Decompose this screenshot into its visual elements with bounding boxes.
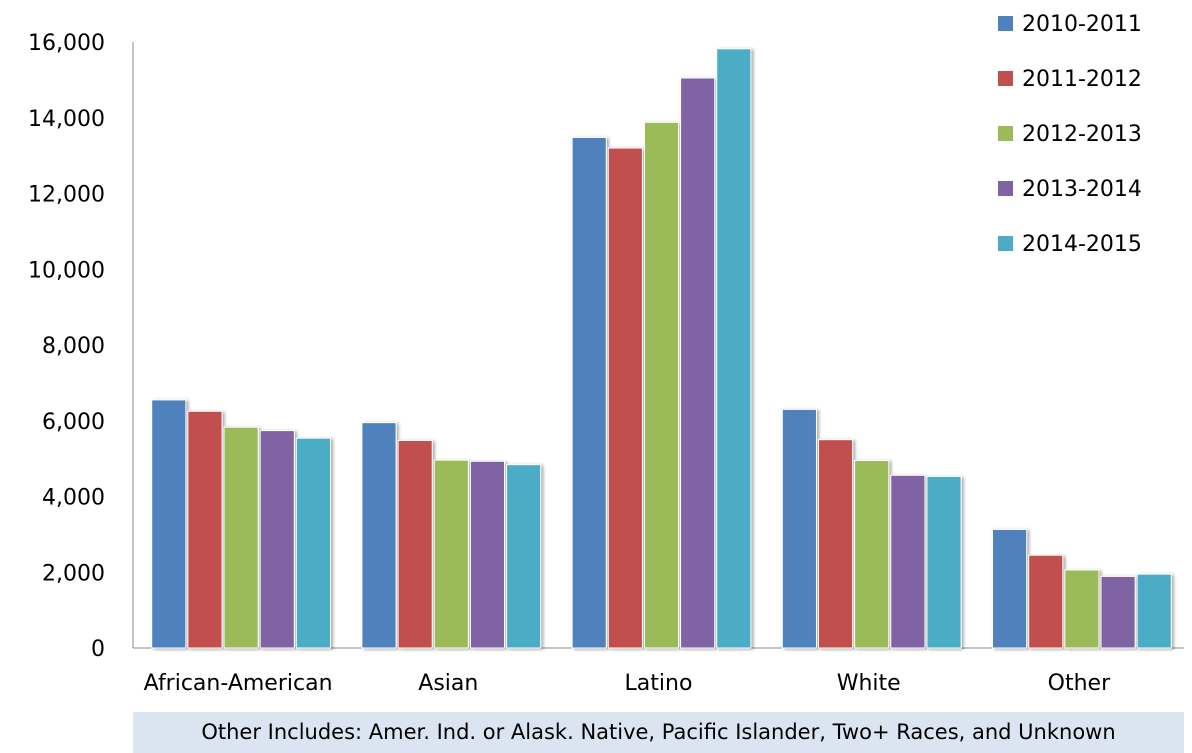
y-tick-label: 14,000 <box>28 107 105 132</box>
y-tick-label: 6,000 <box>42 410 105 435</box>
bar-2014-2015-other <box>1136 573 1172 649</box>
bar-2014-2015-asian <box>506 464 542 649</box>
legend-label: 2013-2014 <box>1022 177 1142 202</box>
y-tick-label: 0 <box>91 637 105 662</box>
legend-label: 2014-2015 <box>1022 232 1142 257</box>
legend-swatch <box>998 126 1013 141</box>
bar-2011-2012-latino <box>607 147 643 649</box>
bar-2014-2015-african-american <box>295 437 331 649</box>
legend: 2010-2011 2011-2012 2012-2013 2013-2014 2014… <box>998 12 1142 257</box>
bar-chart: 0 2,000 4,000 6,000 8,000 10,000 12,000 14,000 1… <box>28 12 1184 696</box>
bar-2010-2011-white <box>781 408 817 649</box>
y-tick-label: 10,000 <box>28 258 105 283</box>
category-label: Asian <box>418 671 478 696</box>
bar-2013-2014-african-american <box>259 430 295 649</box>
y-tick-label: 2,000 <box>42 561 105 586</box>
bar-2011-2012-white <box>817 439 854 649</box>
legend-label: 2012-2013 <box>1022 122 1142 147</box>
bar-2013-2014-other <box>1100 575 1136 649</box>
footnote: Other Includes: Amer. Ind. or Alask. Nat… <box>133 712 1184 753</box>
bars-group <box>151 48 1172 649</box>
category-label: Latino <box>625 671 693 696</box>
legend-swatch <box>998 181 1013 196</box>
y-tick-label: 12,000 <box>28 183 105 208</box>
y-axis-ticks: 0 2,000 4,000 6,000 8,000 10,000 12,000 14,000 1… <box>28 31 105 662</box>
bar-2014-2015-latino <box>716 48 752 649</box>
bar-2013-2014-white <box>890 474 926 649</box>
bar-2011-2012-asian <box>397 439 433 649</box>
bar-2014-2015-white <box>926 475 962 649</box>
bar-2010-2011-latino <box>571 136 607 649</box>
y-tick-label: 16,000 <box>28 31 105 56</box>
bar-2010-2011-asian <box>361 422 397 649</box>
y-tick-label: 8,000 <box>42 334 105 359</box>
category-label: White <box>837 671 901 696</box>
category-label: Other <box>1048 671 1111 696</box>
y-tick-label: 4,000 <box>42 486 105 511</box>
bar-2012-2013-african-american <box>223 426 259 649</box>
bar-2012-2013-latino <box>643 121 680 649</box>
bar-2012-2013-asian <box>433 459 469 649</box>
bar-2013-2014-asian <box>469 460 506 649</box>
bar-2012-2013-other <box>1064 569 1100 649</box>
bar-2011-2012-other <box>1028 554 1064 649</box>
bar-2013-2014-latino <box>680 77 716 649</box>
category-labels: African-American Asian Latino White Other <box>144 671 1111 696</box>
bar-2010-2011-other <box>992 528 1028 649</box>
bar-2012-2013-white <box>854 460 890 649</box>
legend-label: 2011-2012 <box>1022 67 1142 92</box>
legend-label: 2010-2011 <box>1022 12 1142 37</box>
category-label: African-American <box>144 671 333 696</box>
legend-swatch <box>998 236 1013 251</box>
legend-swatch <box>998 16 1013 31</box>
bar-2010-2011-african-american <box>151 399 187 649</box>
bar-2011-2012-african-american <box>187 410 223 649</box>
legend-swatch <box>998 71 1013 86</box>
